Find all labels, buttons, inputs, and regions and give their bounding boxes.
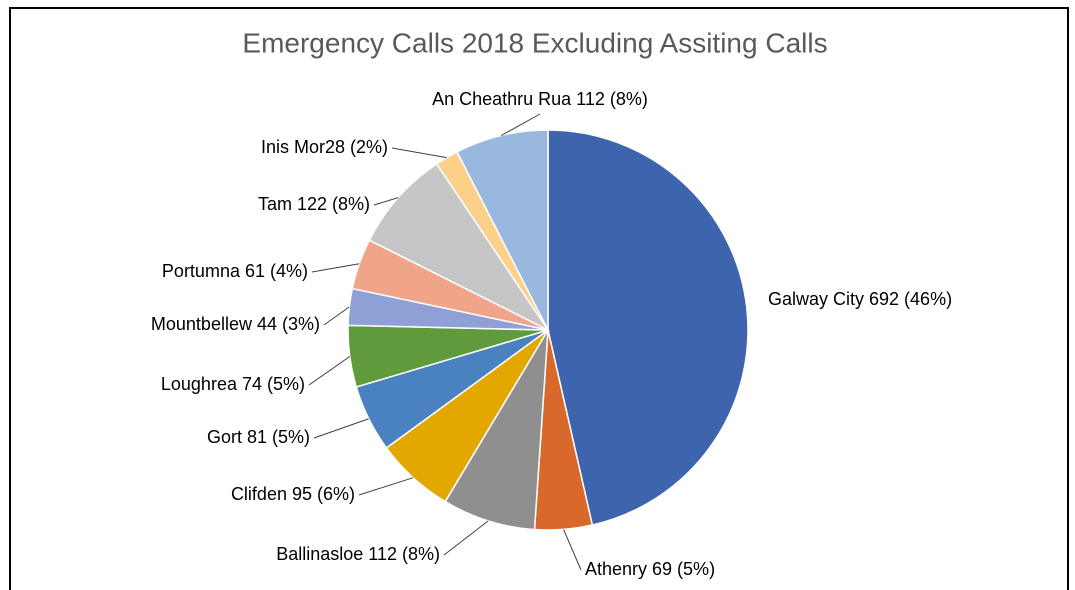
data-label: Tam 122 (8%) <box>258 194 370 214</box>
leader-line <box>391 147 447 159</box>
data-label: Galway City 692 (46%) <box>768 289 952 309</box>
data-label: Clifden 95 (6%) <box>231 484 355 504</box>
leader-line <box>308 356 351 386</box>
data-label: An Cheathru Rua 112 (8%) <box>432 89 648 109</box>
data-label: Inis Mor28 (2%) <box>261 137 388 157</box>
data-label: Portumna 61 (4%) <box>162 261 308 281</box>
leader-line <box>323 306 350 326</box>
leader-line <box>358 477 414 496</box>
leader-line <box>311 263 360 273</box>
leader-line <box>313 418 369 439</box>
leader-line <box>373 197 399 206</box>
pie-slice <box>547 129 749 526</box>
leader-line <box>500 113 541 136</box>
leader-line <box>443 520 489 556</box>
data-label: Mountbellew 44 (3%) <box>151 314 320 334</box>
data-label: Gort 81 (5%) <box>207 427 310 447</box>
data-label: Loughrea 74 (5%) <box>161 374 305 394</box>
chart-title: Emergency Calls 2018 Excluding Assiting … <box>242 27 827 58</box>
data-label: Athenry 69 (5%) <box>585 559 715 579</box>
data-label: Ballinasloe 112 (8%) <box>276 544 440 564</box>
pie-slice <box>456 129 549 331</box>
leader-line <box>563 529 582 571</box>
pie-slice <box>444 329 549 531</box>
pie-slice <box>368 162 551 332</box>
